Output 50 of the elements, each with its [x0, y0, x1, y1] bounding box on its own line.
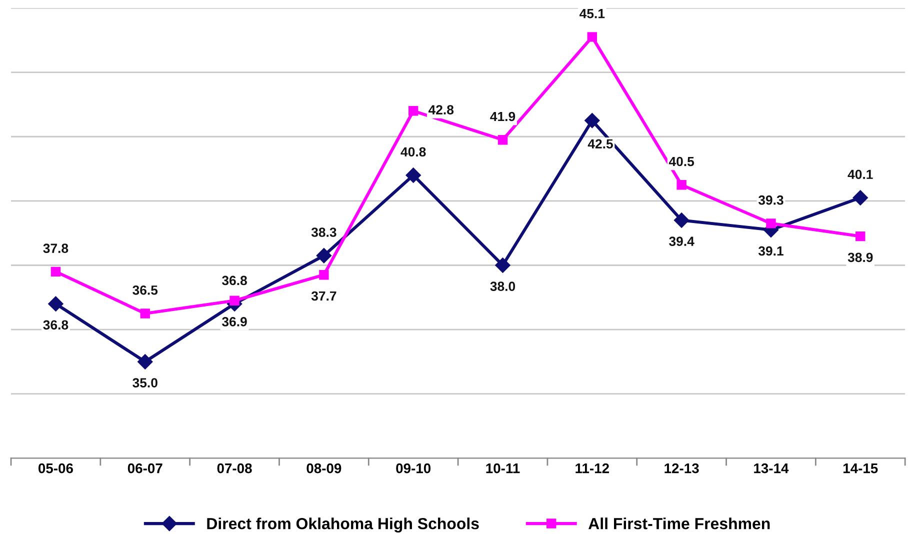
legend-label: Direct from Oklahoma High Schools [207, 518, 479, 533]
data-label: 40.8 [400, 147, 426, 157]
data-label: 38.3 [311, 228, 336, 237]
point [140, 308, 150, 318]
x-tick-label: 11-12 [576, 463, 609, 474]
data-label: 36.9 [222, 317, 247, 326]
data-label: 38.0 [490, 282, 516, 292]
point [230, 296, 240, 306]
data-label: 39.4 [669, 236, 694, 246]
data-label: 37.8 [43, 244, 68, 254]
point [316, 248, 332, 264]
x-tick-label: 06-07 [128, 463, 162, 474]
point [319, 270, 329, 280]
point [856, 231, 866, 242]
data-label: 39.3 [758, 195, 784, 205]
point [676, 180, 686, 190]
point [766, 218, 776, 228]
point [408, 106, 418, 116]
data-label: 39.1 [758, 246, 784, 256]
point [406, 168, 421, 183]
data-label: 36.5 [132, 285, 158, 295]
data-label: 36.8 [222, 276, 247, 286]
point [584, 112, 600, 128]
x-tick-label: 12-13 [664, 463, 699, 474]
data-label: 37.7 [311, 291, 336, 301]
data-label: 42.8 [428, 105, 454, 114]
point [495, 258, 510, 273]
x-tick-label: 09-10 [396, 463, 431, 474]
x-tick-label: 10-11 [486, 463, 520, 474]
data-label: 42.5 [588, 139, 613, 149]
point [50, 266, 61, 277]
point [852, 190, 868, 206]
data-label: 38.9 [848, 252, 873, 262]
x-tick-label: 07-08 [217, 463, 252, 474]
data-label: 36.8 [43, 320, 68, 330]
x-tick-label: 14-15 [843, 464, 878, 474]
point [48, 296, 64, 312]
data-label: 35.0 [132, 378, 158, 388]
data-label: 41.9 [490, 112, 516, 122]
point [498, 134, 508, 145]
data-label: 40.1 [848, 170, 873, 180]
point [587, 32, 598, 42]
x-tick-label: 05-06 [38, 463, 73, 474]
x-tick-label: 13-14 [754, 463, 789, 474]
data-label: 40.5 [668, 156, 694, 166]
point [138, 354, 153, 370]
x-tick-label: 08-09 [306, 463, 342, 474]
data-label: 45.1 [580, 9, 605, 18]
point [674, 212, 690, 228]
legend-label: All First-Time Freshmen [588, 518, 770, 530]
